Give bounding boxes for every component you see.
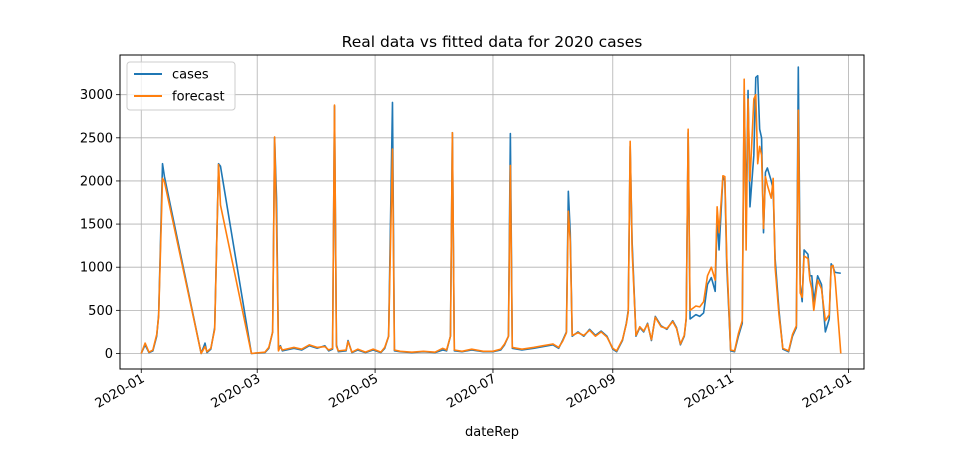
y-tick-label: 2000 <box>80 174 113 189</box>
plot-frame <box>119 54 865 370</box>
y-tick-label: 1500 <box>80 218 113 233</box>
x-axis-label: dateRep <box>465 425 519 440</box>
legend-label-cases: cases <box>172 68 209 83</box>
series-line-forecast <box>140 78 842 355</box>
series-lines <box>140 66 842 355</box>
legend-label-forecast: forecast <box>172 90 225 105</box>
y-tick-label: 500 <box>88 304 113 319</box>
y-tick-label: 3000 <box>80 88 113 103</box>
y-tick-label: 2500 <box>80 131 113 146</box>
y-tick-label: 0 <box>105 347 113 362</box>
y-tick-label: 1000 <box>80 261 113 276</box>
legend: cases forecast <box>126 61 236 111</box>
y-axis: 0 500 1000 1500 2000 2500 3000 <box>80 88 120 362</box>
chart-title: Real data vs fitted data for 2020 cases <box>342 33 643 51</box>
